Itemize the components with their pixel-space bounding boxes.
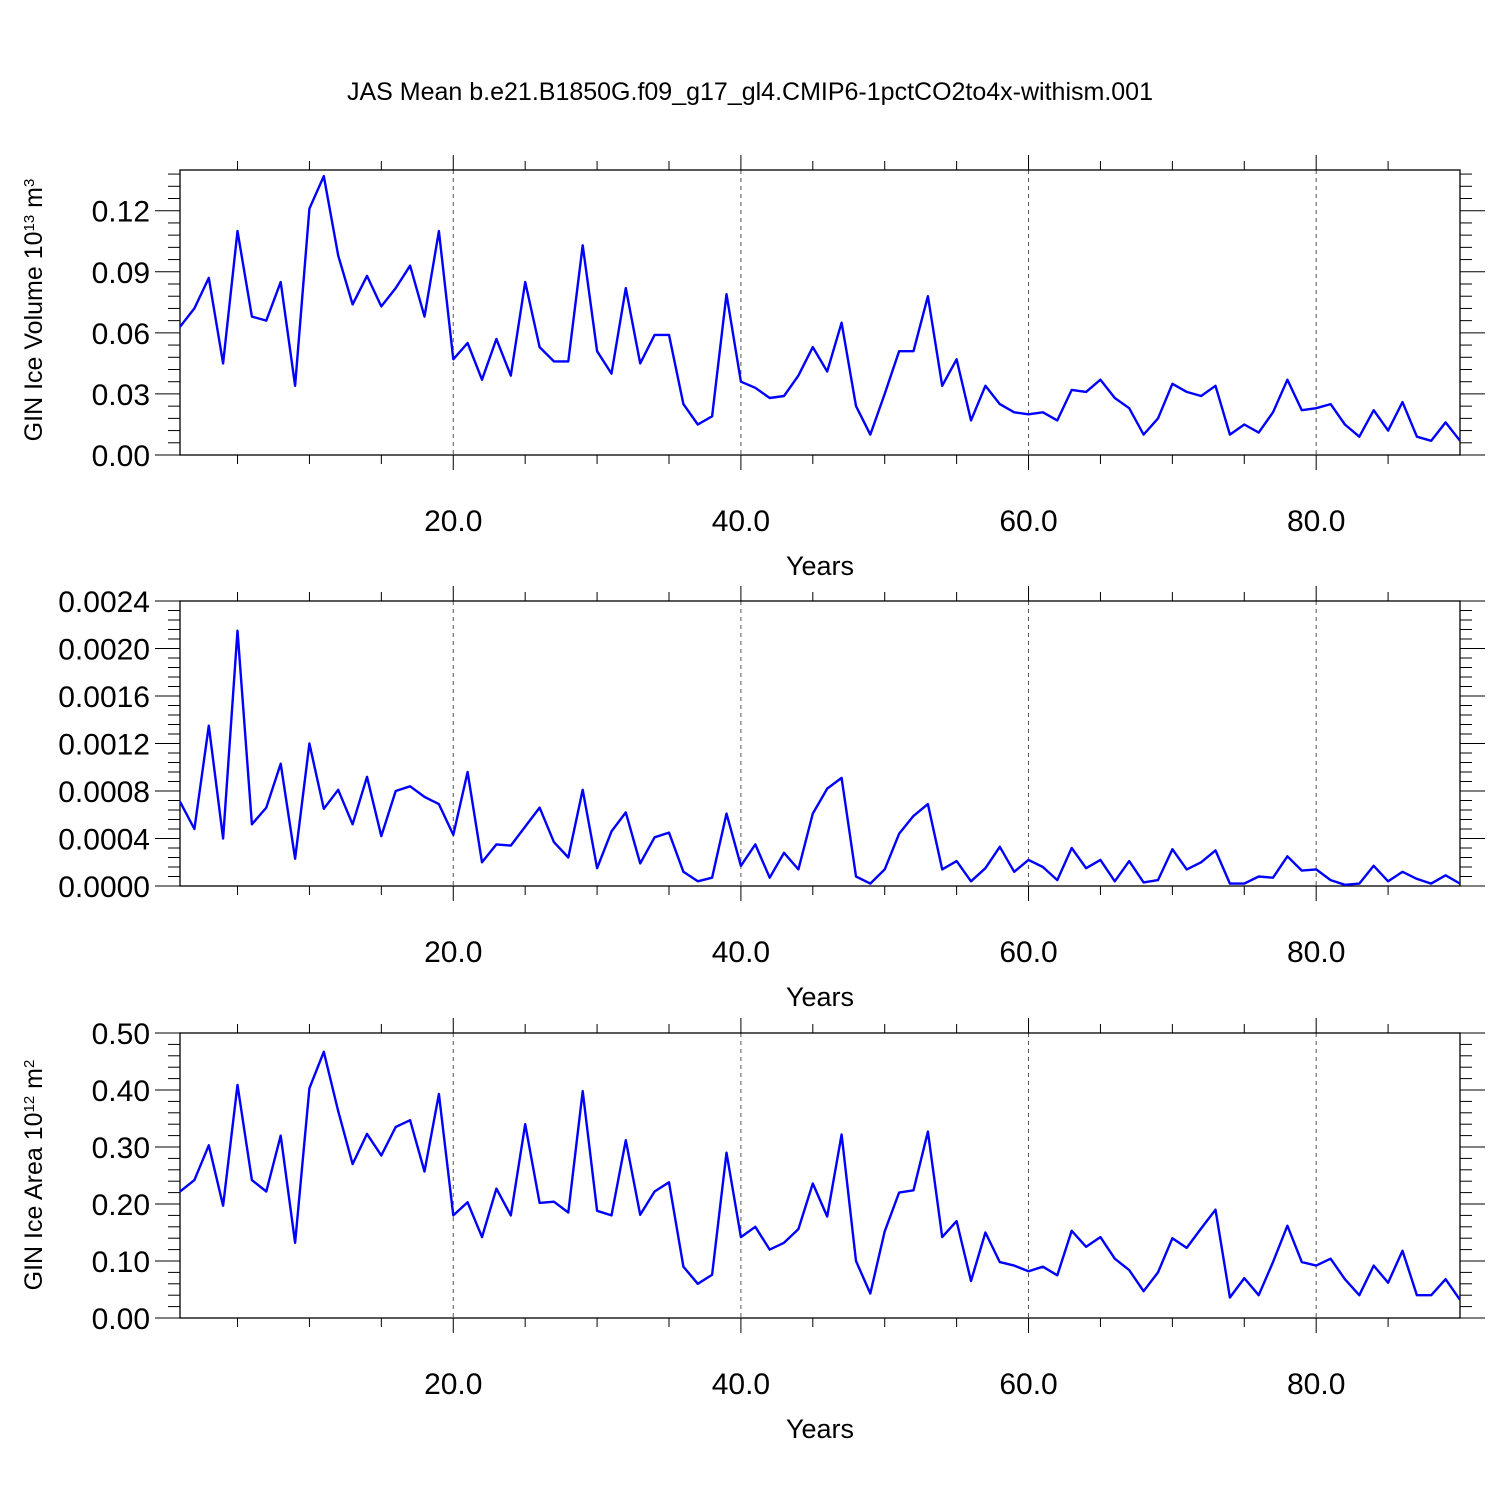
page-title: JAS Mean b.e21.B1850G.f09_g17_gl4.CMIP6-… (346, 78, 1153, 106)
y-axis-label-unit: m (20, 187, 48, 215)
y-tick-label: 0.0020 (58, 634, 150, 667)
x-tick-label: 80.0 (1287, 1368, 1345, 1401)
x-tick-label: 20.0 (424, 505, 482, 538)
y-tick-label: 0.10 (92, 1246, 150, 1279)
y-tick-label: 0.00 (92, 1303, 150, 1336)
x-axis-label: Years (786, 551, 854, 581)
y-axis-label-unit-exponent: 2 (21, 1060, 38, 1068)
x-tick-label: 60.0 (999, 1368, 1057, 1401)
y-axis-label: GIN Ice Area 1012 m2 (20, 1060, 48, 1291)
panel-1: 20.0 40.0 60.0 80.0 0.00 0.03 0.06 0.09 0.12 Year… (20, 155, 1485, 581)
y-tick-label: 0.0016 (58, 681, 150, 714)
data-series-line (180, 1050, 1460, 1301)
x-axis-label: Years (786, 1414, 854, 1444)
y-tick-label: 0.12 (92, 196, 150, 229)
y-tick-label: 0.0024 (58, 586, 150, 619)
x-axis-label: Years (786, 982, 854, 1012)
y-axis-label-exponent: 13 (21, 215, 38, 232)
y-tick-label: 0.30 (92, 1132, 150, 1165)
data-series-line (180, 174, 1460, 442)
y-axis-label-text: GIN Ice Area 10 (20, 1112, 48, 1290)
panel-2: 20.0 40.0 60.0 80.0 0.0000 0.0004 0.0008 0.0012… (58, 586, 1485, 1012)
y-tick-label: 0.20 (92, 1189, 150, 1222)
x-tick-label: 80.0 (1287, 936, 1345, 969)
x-tick-label: 20.0 (424, 1368, 482, 1401)
y-tick-label: 0.0008 (58, 776, 150, 809)
y-tick-label: 0.03 (92, 379, 150, 412)
y-tick-label: 0.09 (92, 257, 150, 290)
x-tick-label: 60.0 (999, 505, 1057, 538)
y-axis-label-unit: m (20, 1068, 48, 1096)
plot-frame (179, 169, 1461, 456)
x-tick-label: 40.0 (712, 1368, 770, 1401)
y-axis-label-unit-exponent: 3 (21, 179, 38, 187)
x-tick-label: 20.0 (424, 936, 482, 969)
x-tick-label: 40.0 (712, 936, 770, 969)
y-axis-label-exponent: 12 (21, 1096, 38, 1113)
x-tick-label: 60.0 (999, 936, 1057, 969)
y-tick-label: 0.00 (92, 440, 150, 473)
y-tick-label: 0.40 (92, 1075, 150, 1108)
plot-frame (179, 1032, 1461, 1319)
panel-3: 20.0 40.0 60.0 80.0 0.00 0.10 0.20 0.30 0.40 0.50… (20, 1018, 1485, 1444)
data-series-line (180, 629, 1460, 886)
y-axis-label-text: GIN Ice Volume 10 (20, 231, 48, 441)
y-tick-label: 0.0000 (58, 871, 150, 904)
y-axis-label: GIN Ice Volume 1013 m3 (20, 179, 48, 442)
y-tick-label: 0.0012 (58, 729, 150, 762)
y-tick-label: 0.0004 (58, 824, 150, 857)
y-tick-label: 0.06 (92, 318, 150, 351)
x-tick-label: 80.0 (1287, 505, 1345, 538)
y-tick-label: 0.50 (92, 1018, 150, 1051)
x-tick-label: 40.0 (712, 505, 770, 538)
plot-frame (179, 600, 1461, 887)
